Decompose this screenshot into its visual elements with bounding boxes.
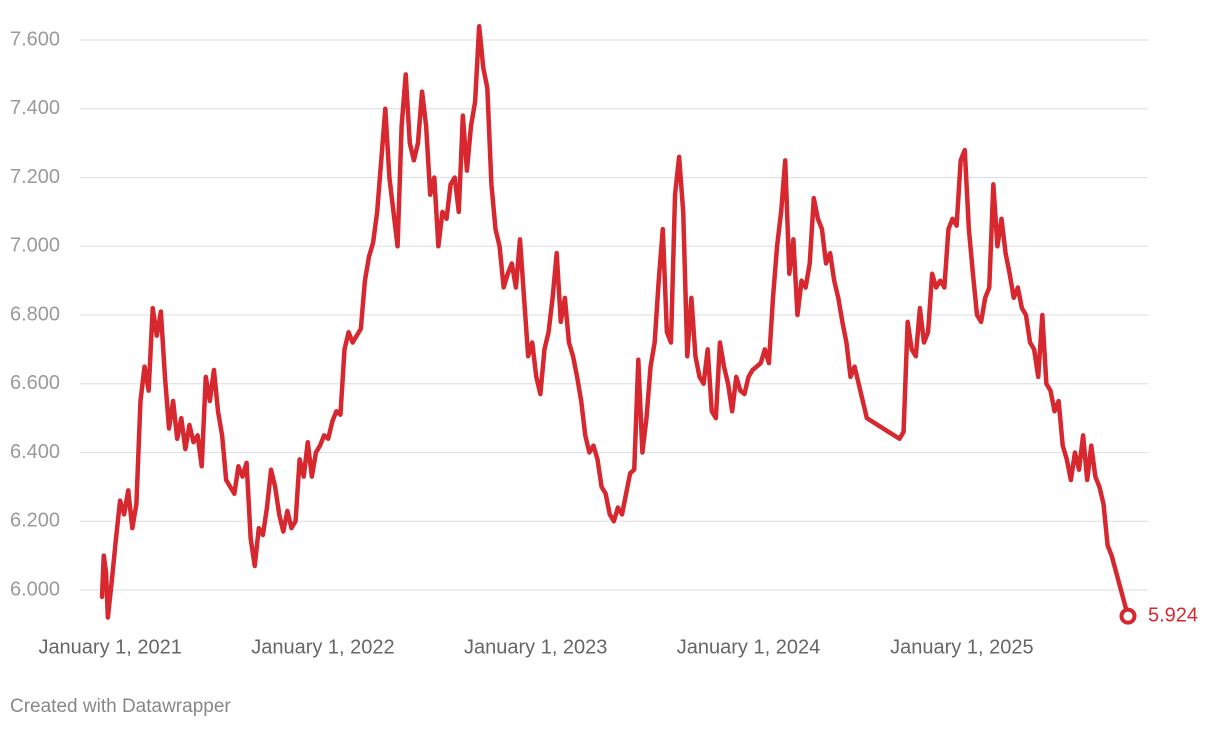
x-tick-label: January 1, 2024	[677, 636, 820, 658]
end-label: 5.924	[1148, 604, 1198, 626]
x-tick-label: January 1, 2025	[890, 636, 1033, 658]
footer: Created with Datawrapper	[10, 696, 231, 717]
x-tick-label: January 1, 2021	[38, 636, 181, 658]
y-tick-label: 7.600	[10, 28, 60, 50]
x-tick-label: January 1, 2022	[251, 636, 394, 658]
line	[99, 24, 1131, 620]
y-tick-label: 6.600	[10, 372, 60, 394]
y-tick-label: 6.000	[10, 578, 60, 600]
y-tick-label: 7.200	[10, 166, 60, 188]
y-tick-label: 7.400	[10, 97, 60, 119]
end-point	[1119, 607, 1137, 625]
x-tick-label: January 1, 2023	[464, 636, 607, 658]
y-tick-label: 6.400	[10, 441, 60, 463]
y-tick-label: 6.800	[10, 303, 60, 325]
y-tick-label: 6.200	[10, 510, 60, 532]
y-tick-label: 7.000	[10, 235, 60, 257]
